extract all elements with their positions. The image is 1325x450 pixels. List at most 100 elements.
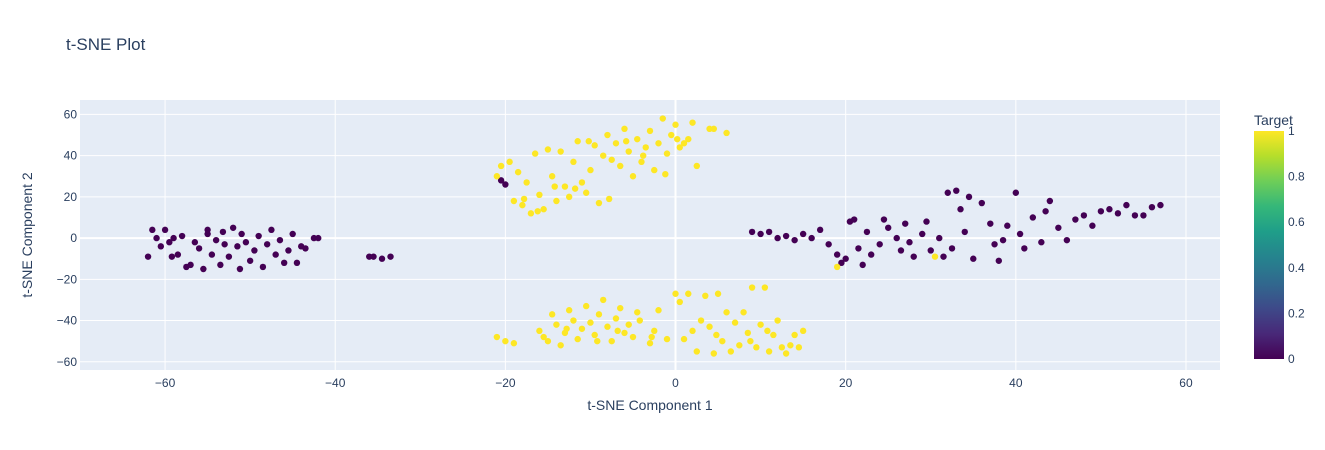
data-point bbox=[378, 255, 386, 262]
data-point bbox=[161, 226, 169, 234]
data-point bbox=[710, 125, 718, 133]
data-point bbox=[1063, 236, 1071, 244]
data-point bbox=[680, 140, 688, 147]
data-point bbox=[923, 218, 930, 225]
data-point bbox=[1046, 197, 1054, 205]
data-point bbox=[736, 342, 743, 349]
data-point bbox=[953, 187, 960, 194]
data-point bbox=[674, 135, 681, 143]
colorbar-tick-label: 0.6 bbox=[1288, 215, 1305, 229]
x-tick-label: −20 bbox=[495, 376, 516, 390]
x-tick-label: 20 bbox=[839, 376, 853, 390]
data-point bbox=[680, 335, 688, 343]
data-point bbox=[936, 234, 943, 242]
data-point bbox=[1004, 222, 1011, 229]
data-point bbox=[1012, 189, 1020, 196]
data-point bbox=[493, 333, 501, 341]
data-point bbox=[587, 166, 594, 174]
data-point bbox=[370, 253, 377, 260]
data-point bbox=[859, 261, 866, 269]
data-point bbox=[842, 255, 849, 262]
data-point bbox=[1097, 208, 1105, 215]
data-point bbox=[612, 315, 620, 322]
data-point bbox=[578, 325, 586, 332]
data-point bbox=[238, 230, 245, 238]
data-point bbox=[761, 284, 769, 291]
data-point bbox=[219, 228, 227, 236]
data-point bbox=[629, 333, 637, 341]
data-point bbox=[527, 210, 535, 217]
x-tick-label: −40 bbox=[325, 376, 346, 390]
data-point bbox=[268, 226, 275, 234]
data-point bbox=[1114, 210, 1122, 217]
data-point bbox=[236, 265, 244, 273]
data-point bbox=[493, 173, 501, 180]
data-point bbox=[765, 348, 773, 355]
data-point bbox=[867, 251, 875, 258]
data-point bbox=[502, 337, 509, 345]
data-point bbox=[608, 156, 615, 163]
data-point bbox=[221, 241, 228, 248]
data-point bbox=[208, 251, 216, 258]
data-point bbox=[774, 317, 781, 324]
data-point bbox=[689, 327, 696, 335]
data-point bbox=[897, 247, 905, 254]
y-tick-label: 40 bbox=[64, 149, 78, 163]
data-point bbox=[212, 236, 220, 244]
data-point bbox=[608, 337, 615, 345]
data-point bbox=[825, 241, 832, 248]
data-point bbox=[153, 234, 160, 242]
data-point bbox=[753, 344, 760, 351]
data-point bbox=[523, 179, 530, 186]
data-point bbox=[551, 183, 558, 190]
colorbar-tick-label: 1 bbox=[1288, 124, 1295, 138]
data-point bbox=[621, 329, 628, 337]
data-point bbox=[910, 253, 917, 260]
y-tick-label: −60 bbox=[57, 355, 78, 369]
data-point bbox=[987, 220, 994, 227]
data-point bbox=[850, 216, 858, 223]
data-point bbox=[855, 245, 862, 252]
data-point bbox=[280, 259, 288, 267]
x-tick-label: 0 bbox=[672, 376, 679, 390]
data-point bbox=[544, 146, 552, 153]
data-point bbox=[880, 216, 888, 223]
data-point bbox=[663, 335, 671, 343]
data-point bbox=[944, 189, 951, 196]
data-point bbox=[676, 144, 683, 151]
data-point bbox=[919, 230, 926, 238]
data-point bbox=[995, 257, 1003, 264]
data-point bbox=[782, 350, 790, 357]
data-point bbox=[540, 206, 547, 213]
data-point bbox=[774, 234, 781, 242]
data-point bbox=[289, 230, 296, 238]
data-point bbox=[740, 309, 747, 316]
data-point bbox=[799, 230, 807, 238]
colorbar bbox=[1254, 131, 1284, 359]
data-point bbox=[965, 193, 973, 201]
data-point bbox=[991, 241, 998, 248]
data-point bbox=[191, 239, 199, 246]
data-point bbox=[838, 259, 845, 267]
data-point bbox=[557, 148, 564, 155]
data-point bbox=[731, 319, 739, 326]
data-point bbox=[639, 152, 647, 159]
data-point bbox=[506, 158, 513, 166]
data-point bbox=[548, 311, 556, 318]
data-point bbox=[706, 323, 713, 330]
data-point bbox=[587, 319, 594, 326]
data-point bbox=[544, 337, 552, 345]
data-point bbox=[621, 125, 628, 133]
data-point bbox=[514, 168, 522, 176]
x-axis-ticks: −60 −40 −20 0 20 40 60 bbox=[155, 376, 1193, 390]
data-point bbox=[1055, 224, 1062, 231]
data-point bbox=[1072, 216, 1079, 223]
data-point bbox=[1148, 203, 1156, 211]
data-point bbox=[778, 344, 786, 351]
y-tick-label: 60 bbox=[64, 107, 78, 121]
data-point bbox=[693, 348, 700, 355]
data-point bbox=[553, 321, 560, 328]
data-point bbox=[234, 243, 241, 250]
data-point bbox=[614, 327, 621, 335]
